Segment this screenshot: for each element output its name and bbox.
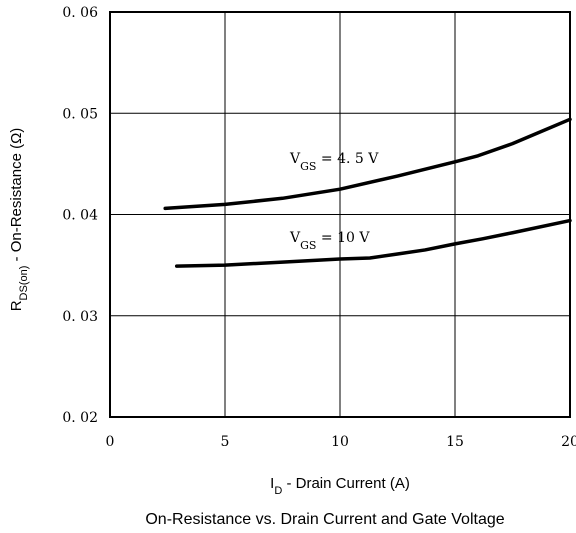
y-tick-label: 0. 03 [62,309,98,325]
series-line-1 [174,218,572,268]
grid [110,12,570,417]
y-tick-label: 0. 02 [62,410,98,426]
y-tick-labels: 0. 02 0. 03 0. 04 0. 05 0. 06 [62,5,98,426]
x-tick-label: 10 [331,434,349,450]
series-label-vgs-10: VGS = 10 V [289,230,370,252]
x-axis-label: ID - Drain Current (A) [270,475,410,497]
plot-frame [109,11,571,418]
y-axis-label: RDS(on) - On-Resistance (Ω) [8,128,30,312]
x-tick-label: 15 [446,434,464,450]
x-tick-label: 0 [106,434,115,450]
series-label-vgs-4-5: VGS = 4. 5 V [289,151,379,173]
y-tick-label: 0. 04 [62,208,98,224]
series-line-0 [163,117,572,211]
chart-title: On-Resistance vs. Drain Current and Gate… [145,511,504,528]
x-tick-labels: 0 5 10 15 20 [106,434,576,450]
y-tick-label: 0. 06 [62,5,98,21]
x-tick-label: 20 [561,434,576,450]
y-tick-label: 0. 05 [62,106,98,122]
x-tick-label: 5 [221,434,230,450]
series-lines [163,117,572,268]
